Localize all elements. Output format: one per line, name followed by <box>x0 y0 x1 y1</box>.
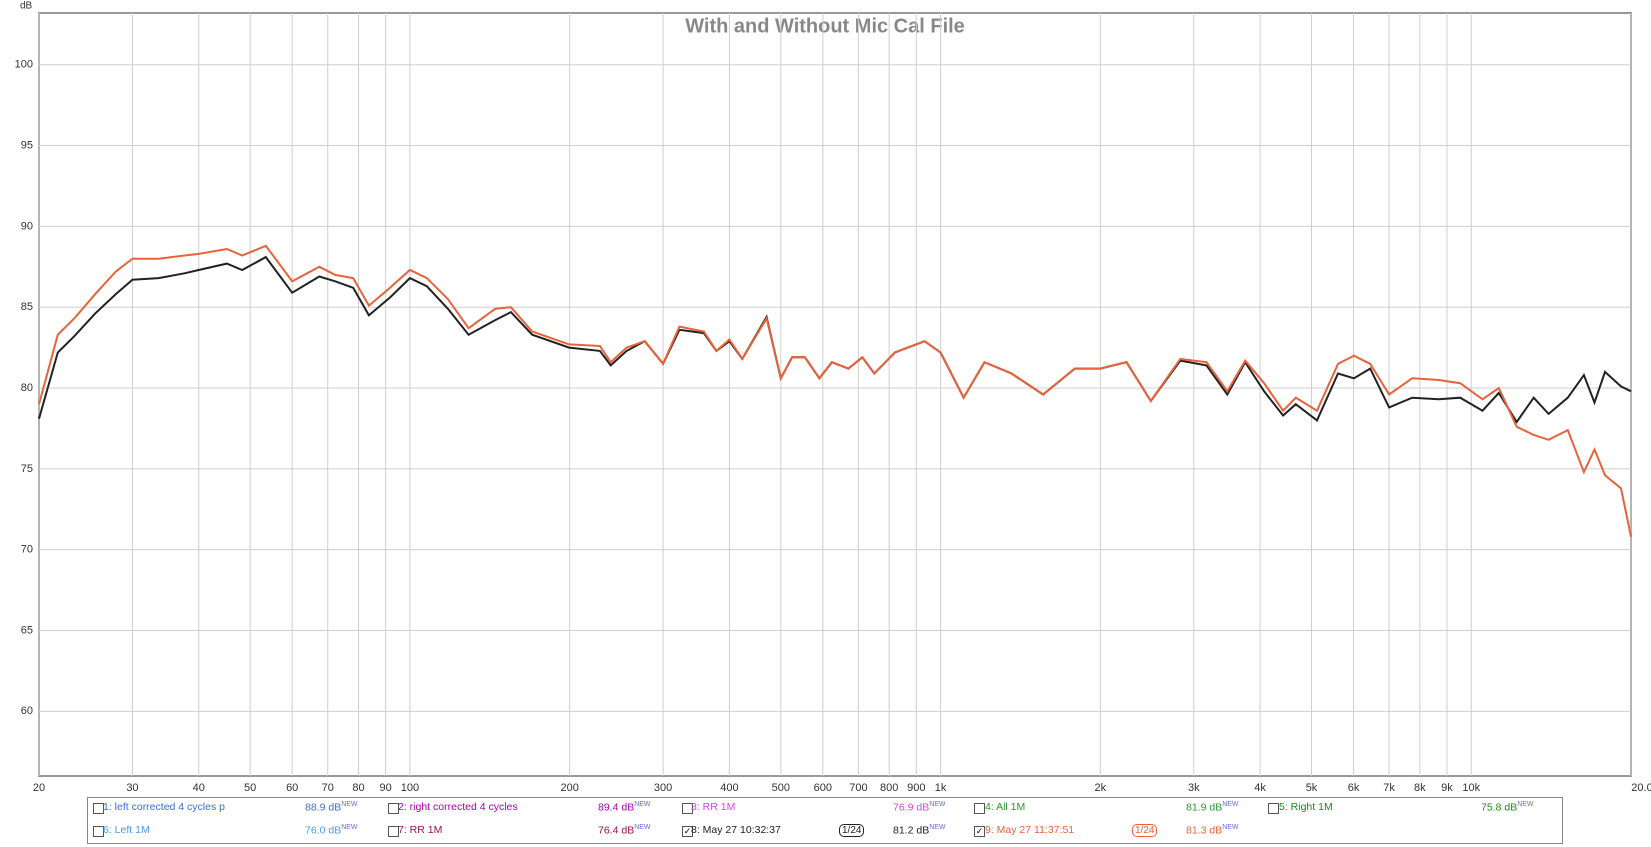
measurement-label: 9: May 27 11:37:51 <box>985 824 1075 836</box>
measurement-level: 89.4 dBNEW <box>598 801 651 814</box>
grid <box>38 13 1632 776</box>
x-tick-label: 300 <box>654 782 672 794</box>
y-unit: dB <box>20 1 33 12</box>
measurement-level: 88.9 dBNEW <box>305 801 358 814</box>
checkbox[interactable] <box>93 826 104 837</box>
measurement-label: 5: Right 1M <box>1279 801 1333 813</box>
x-tick-label: 20.0k Hz <box>1631 782 1651 794</box>
y-tick-label: 70 <box>21 544 33 556</box>
x-tick-label: 7k <box>1383 782 1395 794</box>
checkbox[interactable] <box>1268 803 1279 814</box>
x-tick-label: 6k <box>1348 782 1360 794</box>
level-value: 81.3 dB <box>1186 824 1223 837</box>
level-value: 76.4 dB <box>598 824 635 837</box>
new-badge: NEW <box>634 801 651 808</box>
measurement-label: 6: Left 1M <box>103 824 150 836</box>
measurement-label: 4: All 1M <box>985 801 1026 813</box>
new-badge: NEW <box>1517 801 1534 808</box>
plot-area <box>38 12 1632 777</box>
measurement-level: 81.9 dBNEW <box>1186 801 1239 814</box>
y-tick-label: 65 <box>21 624 33 636</box>
y-tick-label: 100 <box>15 59 33 71</box>
y-tick-label: 60 <box>21 705 33 717</box>
measurement-level: 76.4 dBNEW <box>598 824 651 837</box>
smoothing: 1/24 <box>1132 824 1158 837</box>
x-tick-label: 80 <box>352 782 364 794</box>
x-tick-label: 30 <box>126 782 138 794</box>
measurement-level: 76.0 dBNEW <box>305 824 358 837</box>
x-tick-label: 700 <box>849 782 867 794</box>
x-tick-label: 9k <box>1441 782 1453 794</box>
new-badge: NEW <box>1222 824 1239 831</box>
measurement-label: 3: RR 1M <box>691 801 736 813</box>
new-badge: NEW <box>929 824 946 831</box>
x-tick-label: 1k <box>935 782 947 794</box>
checkbox[interactable]: ✓ <box>974 826 985 837</box>
level-value: 89.4 dB <box>598 801 635 814</box>
checkbox[interactable] <box>388 826 399 837</box>
x-tick-label: 2k <box>1095 782 1107 794</box>
x-tick-label: 500 <box>772 782 790 794</box>
level-value: 81.2 dB <box>893 824 930 837</box>
checkbox[interactable]: ✓ <box>682 826 693 837</box>
new-badge: NEW <box>634 824 651 831</box>
checkbox[interactable] <box>93 803 104 814</box>
level-value: 88.9 dB <box>305 801 342 814</box>
new-badge: NEW <box>929 801 946 808</box>
measurement-level: 76.9 dBNEW <box>893 801 946 814</box>
x-tick-label: 70 <box>322 782 334 794</box>
x-tick-label: 800 <box>880 782 898 794</box>
smoothing: 1/24 <box>839 824 865 837</box>
x-tick-label: 3k <box>1188 782 1200 794</box>
measurement-level: 81.2 dBNEW <box>893 824 946 837</box>
x-tick-label: 8k <box>1414 782 1426 794</box>
x-tick-label: 5k <box>1306 782 1318 794</box>
checkbox[interactable] <box>974 803 985 814</box>
series-line <box>38 244 1632 538</box>
measurement-level: 75.8 dBNEW <box>1481 801 1534 814</box>
level-value: 76.9 dB <box>893 801 930 814</box>
measurement-level: 81.3 dBNEW <box>1186 824 1239 837</box>
measurement-label: 8: May 27 10:32:37 <box>691 824 781 836</box>
level-value: 76.0 dB <box>305 824 342 837</box>
x-tick-label: 600 <box>814 782 832 794</box>
new-badge: NEW <box>341 824 358 831</box>
new-badge: NEW <box>1222 801 1239 808</box>
legend: 1: left corrected 4 cycles p 88.9 dBNEW 2:… <box>87 797 1563 844</box>
checkbox[interactable] <box>682 803 693 814</box>
x-tick-label: 100 <box>401 782 419 794</box>
y-tick-label: 90 <box>21 220 33 232</box>
measurement-label: 7: RR 1M <box>398 824 443 836</box>
checkbox[interactable] <box>388 803 399 814</box>
x-tick-label: 10k <box>1462 782 1480 794</box>
measurement-label: 1: left corrected 4 cycles p <box>103 801 225 813</box>
x-tick-label: 400 <box>720 782 738 794</box>
x-tick-label: 900 <box>907 782 925 794</box>
x-tick-label: 60 <box>286 782 298 794</box>
y-tick-label: 95 <box>21 139 33 151</box>
chart: dB With and Without Mic Cal File 60 65 70 7… <box>15 1 1651 794</box>
y-tick-label: 85 <box>21 301 33 313</box>
x-tick-label: 20 <box>33 782 45 794</box>
x-tick-label: 40 <box>193 782 205 794</box>
chart-title: With and Without Mic Cal File <box>685 15 965 37</box>
new-badge: NEW <box>341 801 358 808</box>
x-tick-label: 200 <box>560 782 578 794</box>
y-tick-label: 75 <box>21 463 33 475</box>
y-tick-label: 80 <box>21 382 33 394</box>
x-tick-label: 4k <box>1254 782 1266 794</box>
measurement-label: 2: right corrected 4 cycles <box>398 801 518 813</box>
x-tick-label: 90 <box>380 782 392 794</box>
x-tick-label: 50 <box>244 782 256 794</box>
level-value: 75.8 dB <box>1481 801 1518 814</box>
level-value: 81.9 dB <box>1186 801 1223 814</box>
